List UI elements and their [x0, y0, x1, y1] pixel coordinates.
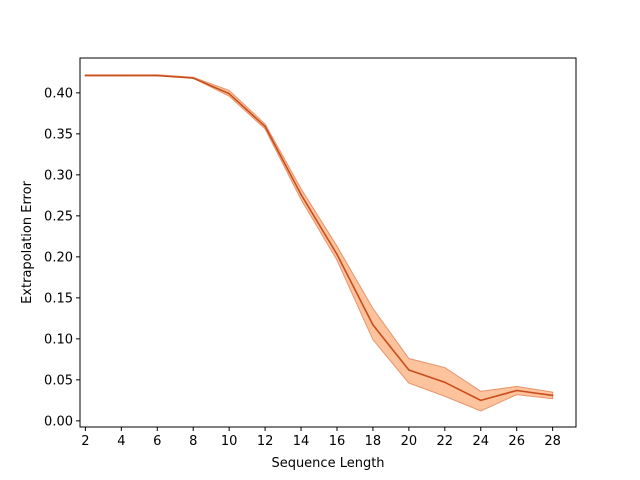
y-tick-label: 0.20: [44, 250, 73, 265]
x-tick-label: 20: [401, 434, 418, 449]
data-point: [551, 394, 554, 397]
x-tick-label: 24: [472, 434, 489, 449]
data-point: [515, 389, 518, 392]
x-tick-label: 22: [437, 434, 454, 449]
confidence-band: [84, 74, 554, 412]
data-point: [408, 369, 410, 371]
x-tick-label: 26: [508, 434, 525, 449]
data-point: [120, 74, 123, 77]
y-tick-label: 0.10: [44, 332, 73, 347]
series-line: [85, 74, 553, 402]
x-tick-label: 18: [365, 434, 382, 449]
x-axis-label: Sequence Length: [271, 456, 384, 471]
x-tick-label: 10: [221, 434, 238, 449]
data-point: [84, 74, 87, 77]
x-tick-label: 2: [81, 434, 89, 449]
data-point: [479, 399, 482, 402]
x-tick-label: 12: [257, 434, 274, 449]
plot-area: [84, 74, 554, 412]
x-axis-ticks: 2 4 6 8 10 12 14 16 18 20 22 24 26 28: [81, 427, 561, 449]
x-tick-label: 28: [544, 434, 561, 449]
data-point: [372, 324, 374, 326]
y-tick-label: 0.35: [44, 127, 73, 142]
data-point: [156, 74, 159, 77]
data-point: [336, 253, 338, 256]
axes-frame: [79, 57, 577, 428]
y-tick-label: 0.40: [44, 86, 73, 101]
x-tick-label: 8: [189, 434, 197, 449]
y-tick-label: 0.30: [44, 168, 73, 183]
y-tick-label: 0.25: [44, 209, 73, 224]
data-point: [192, 77, 195, 79]
y-tick-label: 0.00: [44, 414, 73, 429]
y-axis-label: Extrapolation Error: [20, 180, 35, 303]
data-point: [444, 381, 446, 384]
x-tick-label: 16: [329, 434, 346, 449]
data-point: [300, 193, 302, 196]
y-tick-label: 0.05: [44, 373, 73, 388]
data-point: [264, 125, 266, 128]
y-axis-ticks: 0.00 0.05 0.10 0.15 0.20 0.25 0.30 0.35 0.40: [44, 86, 80, 429]
x-tick-label: 4: [117, 434, 125, 449]
x-tick-label: 14: [293, 434, 310, 449]
y-tick-label: 0.15: [44, 291, 73, 306]
data-point: [228, 92, 230, 95]
x-tick-label: 6: [153, 434, 161, 449]
